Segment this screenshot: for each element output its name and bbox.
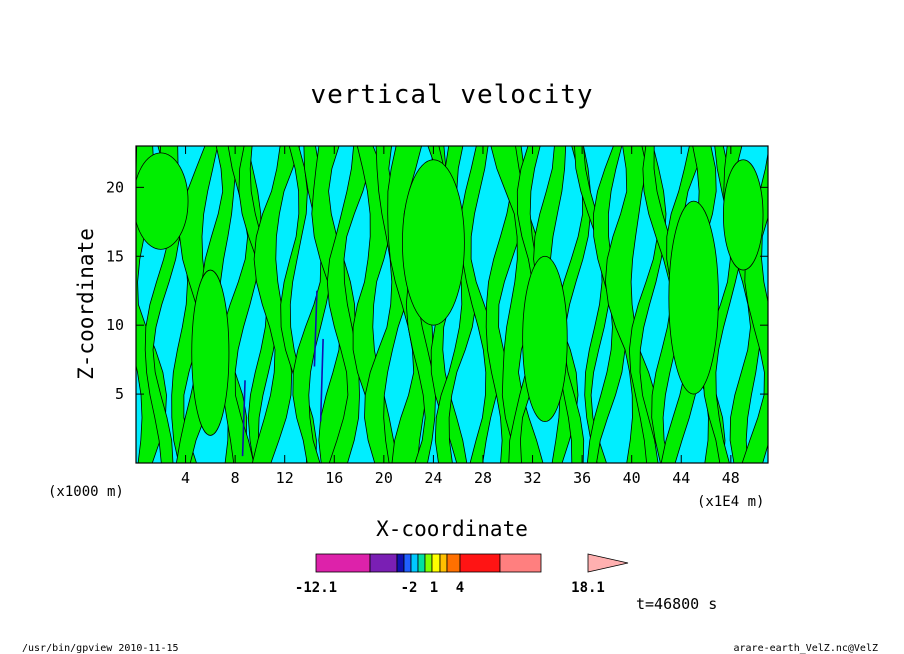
x-tick-label: 4 — [181, 469, 190, 487]
colorbar-segment — [439, 553, 448, 573]
footer-left: /usr/bin/gpview 2010-11-15 — [22, 643, 179, 654]
strong-downdraft-streak — [313, 290, 318, 367]
strong-downdraft-streak — [319, 338, 324, 422]
positive-velocity-region — [136, 152, 189, 250]
colorbar-segment — [369, 553, 398, 573]
x-unit-right: (x1E4 m) — [697, 494, 764, 510]
positive-velocity-region — [668, 200, 719, 395]
x-tick-label: 44 — [672, 469, 690, 487]
colorbar-segment — [446, 553, 461, 573]
plot-frame — [135, 145, 769, 464]
colorbar-segment — [403, 553, 412, 573]
x-axis-title: X-coordinate — [376, 517, 528, 541]
colorbar-segment — [315, 553, 371, 573]
y-axis-title: Z-coordinate — [74, 228, 98, 380]
colorbar-segment — [499, 553, 542, 573]
time-label: t=46800 s — [636, 595, 717, 613]
y-tick-label: 20 — [106, 178, 124, 196]
x-tick-label: 36 — [573, 469, 591, 487]
y-tick-label: 5 — [115, 385, 124, 403]
colorbar-tick-label: -2 — [401, 580, 418, 596]
x-tick-label: 8 — [231, 469, 240, 487]
colorbar-segment — [431, 553, 441, 573]
positive-velocity-region — [604, 146, 659, 463]
positive-velocity-region — [722, 159, 764, 271]
chart-title: vertical velocity — [310, 80, 593, 110]
colorbar-extend-arrow — [587, 553, 629, 573]
y-tick-label: 10 — [106, 316, 124, 334]
colorbar-segment — [424, 553, 433, 573]
positive-velocity-region — [586, 146, 626, 463]
x-tick-label: 40 — [623, 469, 641, 487]
x-tick-label: 12 — [276, 469, 294, 487]
colorbar-segment — [459, 553, 501, 573]
colorbar-tick-label: 4 — [456, 580, 464, 596]
colorbar — [315, 553, 629, 573]
x-axis-ticks: 4 8 12 16 20 24 28 32 36 40 44 48 — [181, 146, 740, 487]
x-tick-label: 16 — [325, 469, 343, 487]
colorbar-tick-label: -12.1 — [295, 580, 337, 596]
x-tick-label: 24 — [424, 469, 442, 487]
positive-velocity-region — [238, 146, 277, 463]
velocity-field — [136, 146, 768, 463]
colorbar-segment — [410, 553, 419, 573]
x-tick-label: 48 — [722, 469, 740, 487]
positive-velocity-region — [191, 269, 230, 436]
colorbar-segment — [396, 553, 405, 573]
positive-velocity-region — [574, 146, 611, 463]
colorbar-tick-label: 1 — [430, 580, 438, 596]
positive-velocity-region — [434, 146, 477, 463]
y-tick-label: 15 — [106, 247, 124, 265]
plot-area — [135, 145, 769, 464]
positive-velocity-region — [402, 159, 465, 326]
x-unit-left: (x1000 m) — [48, 484, 124, 500]
x-tick-label: 32 — [524, 469, 542, 487]
colorbar-tick-labels: -12.1 -2 1 4 18.1 — [295, 580, 605, 596]
x-tick-label: 20 — [375, 469, 393, 487]
footer-right: arare-earth_VelZ.nc@VelZ — [734, 643, 879, 654]
colorbar-tick-label: 18.1 — [571, 580, 605, 596]
positive-velocity-region — [251, 146, 301, 463]
strong-downdraft-streak — [241, 380, 246, 457]
x-tick-label: 28 — [474, 469, 492, 487]
y-axis-ticks: 5 10 15 20 — [106, 178, 768, 403]
colorbar-segment — [417, 553, 426, 573]
positive-velocity-region — [522, 255, 568, 423]
